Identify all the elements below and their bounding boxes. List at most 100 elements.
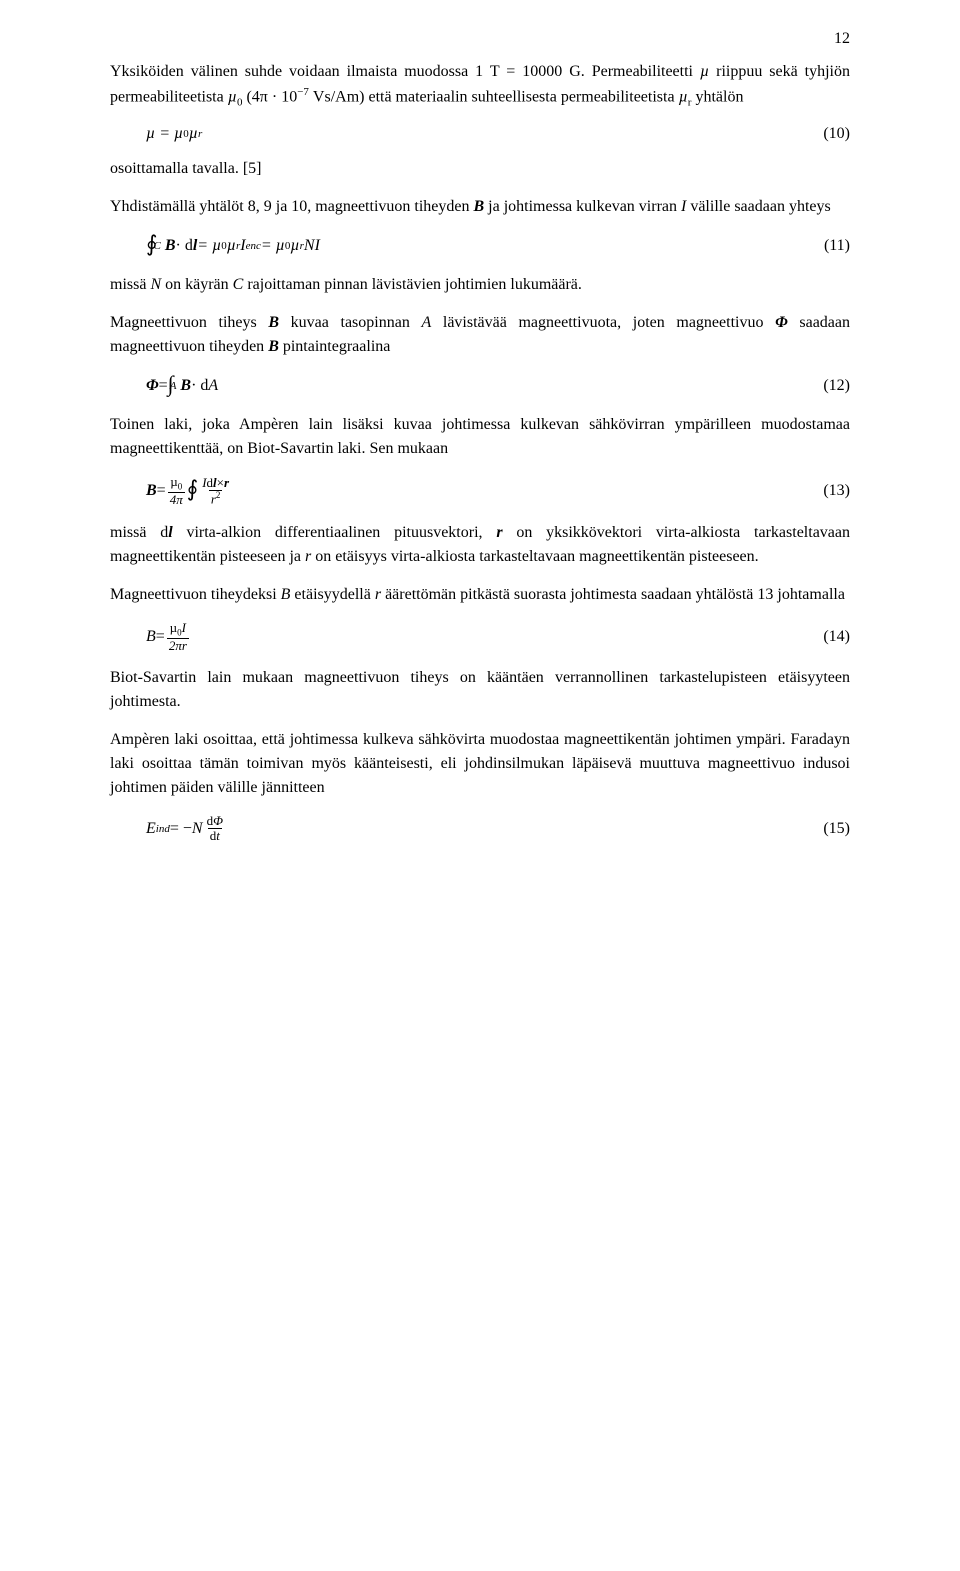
symbol-B: B — [180, 377, 191, 395]
equation-body: B = µ0I 2πr — [146, 621, 800, 653]
symbol-B: B — [281, 586, 291, 603]
symbol-E: E — [146, 820, 156, 838]
text: = − — [170, 820, 192, 838]
text: 4π — [170, 492, 183, 507]
eq-text: µ — [189, 125, 198, 143]
subscript: r — [198, 128, 202, 140]
paragraph-2: osoittamalla tavalla. [5] — [110, 157, 850, 181]
text: missä — [110, 276, 150, 293]
equation-body: ∮C B · dl = µ0µrIenc = µ0µrNI — [146, 233, 800, 259]
text: Magneettivuon tiheys — [110, 314, 268, 331]
denominator: r2 — [209, 490, 223, 506]
symbol-N: N — [192, 820, 203, 838]
superscript: 2 — [216, 490, 221, 500]
text: µ — [290, 237, 299, 255]
symbol-A: A — [208, 377, 218, 395]
text: virta-alkion differentiaalinen pituusvek… — [173, 524, 497, 541]
text: µ — [170, 474, 178, 489]
text: on etäisyys virta-alkiosta tarkasteltava… — [311, 548, 758, 565]
page: 12 Yksiköiden välinen suhde voidaan ilma… — [0, 0, 960, 917]
text: · d — [175, 237, 192, 255]
fraction: dΦ dt — [205, 814, 225, 842]
text: = — [157, 482, 166, 500]
symbol-C: C — [233, 276, 244, 293]
subscript: C — [153, 240, 160, 252]
numerator: dΦ — [205, 814, 225, 828]
equation-15: Eind = −N dΦ dt (15) — [110, 814, 850, 842]
text: ja johtimessa kulkevan virran — [484, 198, 681, 215]
text: · d — [191, 377, 208, 395]
paragraph-8: Magneettivuon tiheydeksi B etäisyydellä … — [110, 583, 850, 607]
symbol-B: B — [146, 628, 156, 646]
symbol-A: A — [421, 314, 431, 331]
denominator: dt — [208, 828, 222, 843]
equation-11: ∮C B · dl = µ0µrIenc = µ0µrNI (11) — [110, 233, 850, 259]
numerator: µ0I — [168, 621, 188, 638]
equation-number: (14) — [800, 628, 850, 646]
text: r — [224, 475, 229, 490]
text: t — [216, 828, 220, 843]
symbol-I: I — [315, 237, 320, 255]
equation-14: B = µ0I 2πr (14) — [110, 621, 850, 653]
text: = µ — [261, 237, 285, 255]
denominator: 2πr — [167, 638, 189, 653]
text: = — [159, 377, 168, 395]
text: etäisyydellä — [290, 586, 374, 603]
text: yhtälön — [691, 88, 743, 105]
superscript: −7 — [297, 86, 309, 98]
equation-body: µ = µ0µr — [146, 125, 800, 143]
paragraph-1: Yksiköiden välinen suhde voidaan ilmaist… — [110, 60, 850, 111]
symbol-mu0: µ — [228, 88, 237, 105]
text: lävistävää magneettivuota, joten magneet… — [431, 314, 775, 331]
symbol-mur: µ — [679, 88, 688, 105]
paragraph-10: Ampèren laki osoittaa, että johtimessa k… — [110, 728, 850, 800]
symbol-B: B — [268, 338, 279, 355]
equation-number: (12) — [800, 377, 850, 395]
fraction: µ0 4π — [168, 475, 185, 507]
text: Yhdistämällä yhtälöt 8, 9 ja 10, magneet… — [110, 198, 473, 215]
equation-number: (11) — [800, 237, 850, 255]
paragraph-5: Magneettivuon tiheys B kuvaa tasopinnan … — [110, 311, 850, 359]
fraction: Idl×r r2 — [200, 476, 231, 506]
text: pintaintegraalina — [279, 338, 391, 355]
numerator: Idl×r — [200, 476, 231, 490]
fraction: µ0I 2πr — [167, 621, 189, 653]
text: (4π · 10 — [242, 88, 297, 105]
paragraph-6: Toinen laki, joka Ampèren lain lisäksi k… — [110, 413, 850, 461]
oint-symbol: ∮ — [187, 476, 198, 502]
text: Yksiköiden välinen suhde voidaan ilmaist… — [110, 63, 700, 80]
paragraph-3: Yhdistämällä yhtälöt 8, 9 ja 10, magneet… — [110, 195, 850, 219]
equation-body: B = µ0 4π ∮ Idl×r r2 — [146, 475, 800, 507]
text: Vs/Am) että materiaalin suhteellisesta p… — [309, 88, 679, 105]
symbol-B: B — [146, 482, 157, 500]
equation-number: (13) — [800, 482, 850, 500]
text: × — [217, 475, 224, 490]
text: Φ — [213, 813, 223, 828]
equation-13: B = µ0 4π ∮ Idl×r r2 (13) — [110, 475, 850, 507]
subscript: ind — [156, 823, 170, 835]
symbol-B: B — [268, 314, 279, 331]
equation-12: Φ = ∫AB · dA (12) — [110, 373, 850, 399]
text: kuvaa tasopinnan — [279, 314, 421, 331]
text: = — [156, 628, 165, 646]
equation-number: (15) — [800, 820, 850, 838]
symbol-Phi: Φ — [146, 377, 159, 395]
subscript: A — [170, 380, 177, 392]
equation-10: µ = µ0µr (10) — [110, 125, 850, 143]
subscript: enc — [246, 240, 261, 252]
paragraph-9: Biot-Savartin lain mukaan magneettivuon … — [110, 666, 850, 714]
symbol-B: B — [473, 198, 484, 215]
paragraph-7: missä dl virta-alkion differentiaalinen … — [110, 521, 850, 569]
text: = µ — [197, 237, 221, 255]
page-number: 12 — [834, 30, 850, 48]
paragraph-4: missä N on käyrän C rajoittaman pinnan l… — [110, 273, 850, 297]
text: äärettömän pitkästä suorasta johtimesta … — [381, 586, 845, 603]
text: rajoittaman pinnan lävistävien johtimien… — [243, 276, 582, 293]
denominator: 4π — [168, 492, 185, 507]
text: 2πr — [169, 638, 187, 653]
text: välille saadaan yhteys — [686, 198, 830, 215]
symbol-Phi: Φ — [775, 314, 788, 331]
equation-body: Φ = ∫AB · dA — [146, 373, 800, 399]
equation-number: (10) — [800, 125, 850, 143]
equation-body: Eind = −N dΦ dt — [146, 814, 800, 842]
